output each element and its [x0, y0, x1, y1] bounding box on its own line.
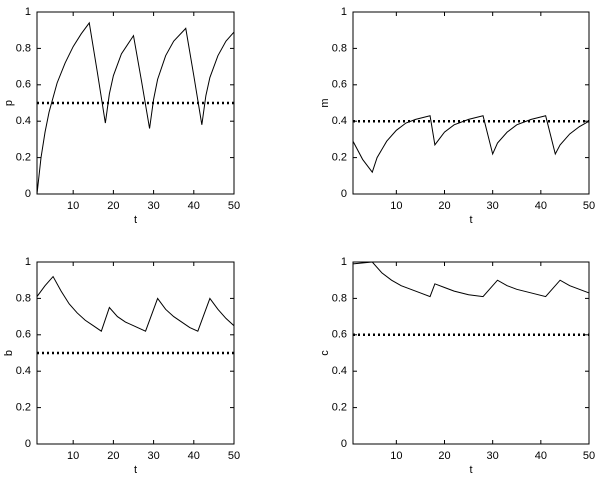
y-axis-label: c	[319, 350, 331, 356]
y-tick-label: 0	[25, 188, 31, 200]
y-tick-label: 0.6	[16, 79, 31, 91]
axes-box	[352, 11, 590, 195]
x-tick-label: 30	[487, 450, 499, 462]
x-tick-label: 20	[438, 200, 450, 212]
x-axis-label: t	[469, 464, 472, 476]
x-tick-label: 10	[67, 450, 79, 462]
y-tick-label: 0.2	[16, 152, 31, 164]
x-tick-label: 20	[107, 200, 119, 212]
y-tick-label: 1	[341, 6, 347, 18]
x-tick-label: 30	[147, 200, 159, 212]
data-line	[36, 275, 235, 332]
x-tick-label: 40	[535, 450, 547, 462]
x-tick-label: 10	[390, 200, 402, 212]
x-tick-label: 10	[390, 450, 402, 462]
data-line	[352, 261, 590, 298]
y-tick-label: 1	[25, 6, 31, 18]
data-line	[36, 21, 235, 195]
x-tick-label: 20	[107, 450, 119, 462]
y-tick-label: 0.4	[16, 365, 31, 377]
y-tick-label: 0	[25, 438, 31, 450]
y-tick-label: 0.2	[332, 402, 347, 414]
x-tick-label: 20	[438, 450, 450, 462]
y-tick-label: 0.8	[332, 292, 347, 304]
y-tick-label: 0.6	[332, 329, 347, 341]
y-tick-label: 0.8	[16, 292, 31, 304]
x-tick-label: 40	[188, 450, 200, 462]
y-tick-label: 0	[341, 438, 347, 450]
y-tick-label: 0.2	[16, 402, 31, 414]
y-tick-label: 1	[341, 256, 347, 268]
x-tick-label: 40	[188, 200, 200, 212]
x-axis-label: t	[469, 214, 472, 226]
data-line	[352, 115, 590, 174]
x-tick-label: 50	[228, 200, 240, 212]
x-tick-label: 50	[583, 450, 595, 462]
x-tick-label: 50	[583, 200, 595, 212]
x-tick-label: 30	[147, 450, 159, 462]
x-tick-label: 10	[67, 200, 79, 212]
y-tick-label: 1	[25, 256, 31, 268]
axes-box	[352, 261, 590, 445]
y-tick-label: 0.2	[332, 152, 347, 164]
x-tick-label: 40	[535, 200, 547, 212]
y-tick-label: 0.4	[16, 115, 31, 127]
y-axis-label: p	[3, 100, 15, 106]
y-tick-label: 0.8	[332, 42, 347, 54]
x-axis-label: t	[134, 464, 137, 476]
y-tick-label: 0.4	[332, 365, 347, 377]
y-tick-label: 0.8	[16, 42, 31, 54]
y-tick-label: 0.4	[332, 115, 347, 127]
y-tick-label: 0	[341, 188, 347, 200]
x-axis-label: t	[134, 214, 137, 226]
y-tick-label: 0.6	[332, 79, 347, 91]
y-axis-label: b	[3, 350, 15, 356]
x-tick-label: 50	[228, 450, 240, 462]
x-tick-label: 30	[487, 200, 499, 212]
y-axis-label: m	[319, 98, 331, 107]
y-tick-label: 0.6	[16, 329, 31, 341]
axes-box	[36, 261, 235, 445]
axes-box	[36, 11, 235, 195]
